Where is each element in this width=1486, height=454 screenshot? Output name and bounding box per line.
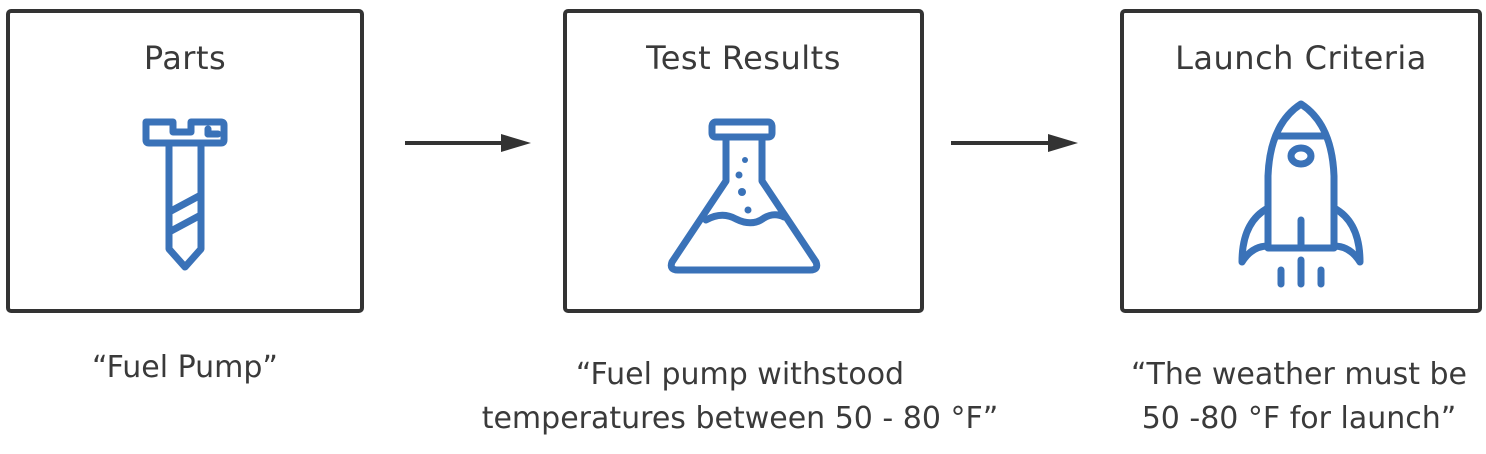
parts-caption: “Fuel Pump” bbox=[6, 346, 364, 390]
caption-line: “The weather must be bbox=[1130, 357, 1468, 392]
launch-criteria-title: Launch Criteria bbox=[1175, 39, 1427, 77]
parts-box: Parts bbox=[6, 9, 364, 313]
caption-line: temperatures between 50 - 80 °F” bbox=[481, 401, 999, 436]
test-results-title: Test Results bbox=[646, 39, 841, 77]
test-results-caption: “Fuel pump withstood temperatures betwee… bbox=[455, 353, 1025, 441]
caption-line: 50 -80 °F for launch” bbox=[1141, 401, 1457, 436]
caption-line: “Fuel Pump” bbox=[92, 350, 278, 385]
flask-icon bbox=[567, 109, 920, 279]
launch-criteria-box: Launch Criteria bbox=[1120, 9, 1482, 313]
arrow-right-icon bbox=[405, 131, 531, 155]
parts-title: Parts bbox=[143, 39, 227, 77]
bolt-screw-icon bbox=[10, 113, 360, 278]
test-results-box: Test Results bbox=[563, 9, 924, 313]
rocket-icon bbox=[1124, 98, 1478, 298]
arrow-right-icon bbox=[951, 131, 1078, 155]
caption-line: “Fuel pump withstood bbox=[575, 357, 905, 392]
launch-criteria-caption: “The weather must be 50 -80 °F for launc… bbox=[1112, 353, 1486, 441]
